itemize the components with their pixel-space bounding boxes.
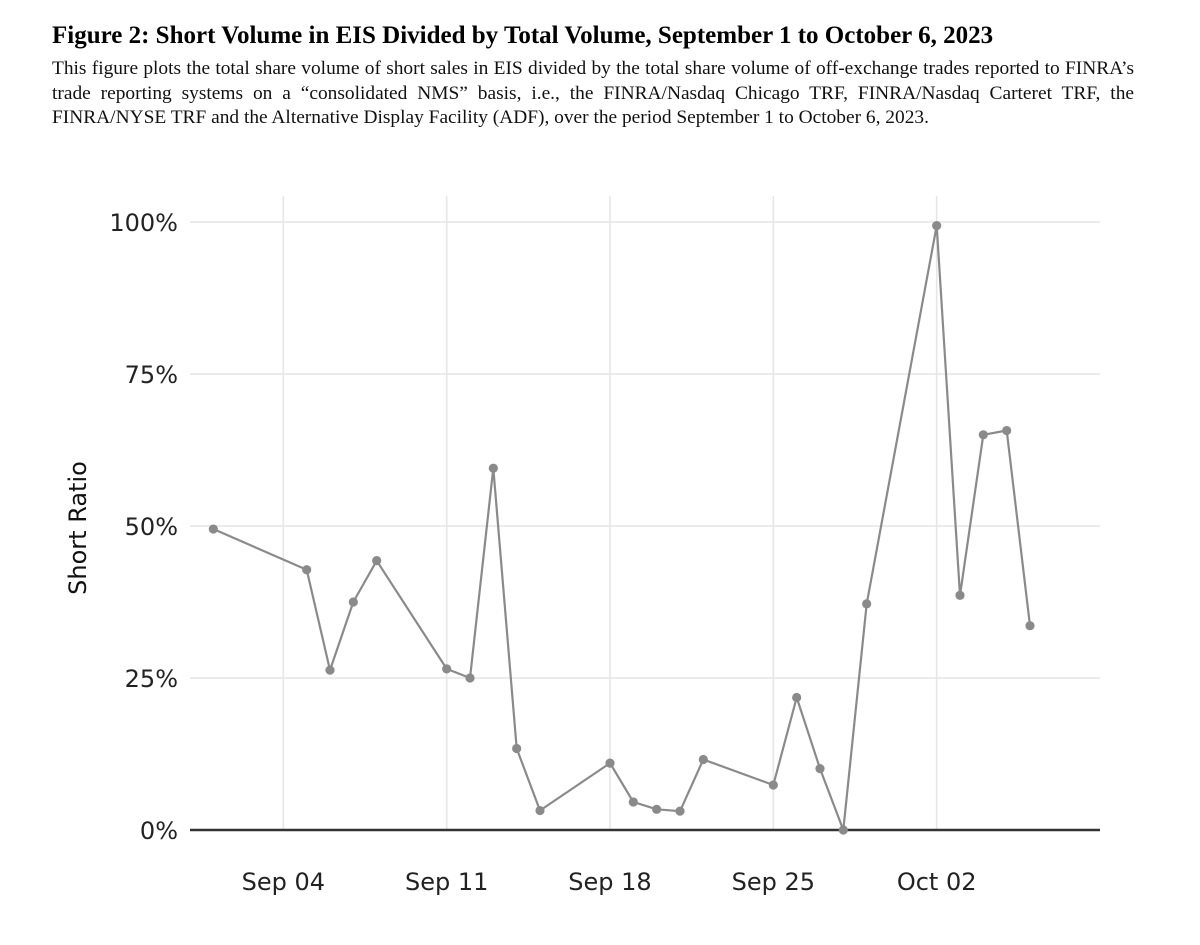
data-point: [442, 664, 452, 674]
figure-title: Figure 2: Short Volume in EIS Divided by…: [52, 22, 994, 49]
x-tick-label: Sep 04: [242, 868, 325, 896]
y-axis-title: Short Ratio: [64, 461, 92, 595]
y-tick-label: 50%: [125, 513, 178, 541]
x-tick-label: Sep 25: [732, 868, 815, 896]
figure-caption: This figure plots the total share volume…: [52, 58, 1134, 128]
y-tick-label: 25%: [125, 665, 178, 693]
data-point: [978, 430, 988, 440]
data-point: [768, 780, 778, 790]
data-point: [675, 806, 685, 816]
data-point: [1002, 425, 1012, 436]
series-layer: [208, 221, 1035, 835]
data-point: [698, 754, 708, 765]
data-point: [512, 743, 522, 754]
data-point: [792, 692, 802, 703]
series-line: [212, 224, 1032, 832]
data-point: [348, 597, 358, 607]
data-point: [932, 221, 942, 231]
x-tick-label: Sep 18: [568, 868, 651, 896]
data-point: [605, 758, 615, 768]
grid-layer: [190, 196, 1100, 830]
y-tick-label: 0%: [140, 817, 178, 845]
data-point: [955, 590, 965, 600]
data-point: [302, 565, 312, 575]
data-point: [815, 763, 825, 774]
data-point: [1025, 621, 1035, 631]
data-point: [488, 463, 498, 473]
x-tick-label: Sep 11: [405, 868, 488, 896]
data-point: [372, 556, 382, 566]
data-point: [862, 599, 872, 609]
data-point: [652, 804, 662, 814]
data-point: [535, 805, 545, 816]
data-point: [465, 673, 475, 683]
y-tick-label: 75%: [125, 361, 178, 389]
data-point: [628, 797, 638, 807]
data-point: [838, 825, 848, 835]
x-tick-label: Oct 02: [897, 868, 977, 896]
y-tick-label: 100%: [109, 209, 178, 237]
data-point: [208, 524, 218, 534]
data-point: [325, 665, 335, 675]
tick-layer: 0% 25% 50% 75% 100% Sep 04 Sep 11 Sep 18 Sep 25 O…: [109, 209, 976, 896]
